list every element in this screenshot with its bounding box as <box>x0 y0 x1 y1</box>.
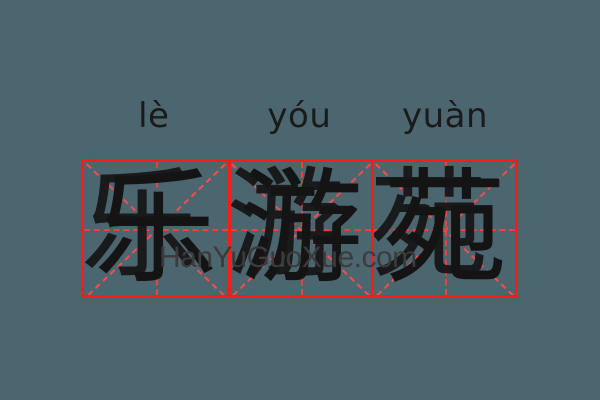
hanzi-glyph-ghost-1: 乐 <box>84 162 200 294</box>
grid-cell-3: 苑 苑 <box>371 162 515 295</box>
hanzi-glyph-1: 乐 <box>93 162 218 295</box>
hanzi-glyph-ghost-3: 苑 <box>371 162 489 294</box>
grid-cell-2: 游 游 <box>227 162 372 295</box>
pinyin-row: lè yóu yuàn <box>81 92 518 140</box>
character-grid: 乐 乐 游 游 苑 苑 <box>81 159 518 298</box>
hanzi-glyph-2: 游 <box>238 162 363 295</box>
grid-cell-1: 乐 乐 <box>84 162 228 295</box>
hanzi-glyph-ghost-2: 游 <box>227 162 345 294</box>
pinyin-2: yóu <box>267 96 332 136</box>
hanzi-glyph-3: 苑 <box>382 162 507 295</box>
pinyin-1: lè <box>138 96 170 136</box>
pinyin-3: yuàn <box>401 96 489 136</box>
